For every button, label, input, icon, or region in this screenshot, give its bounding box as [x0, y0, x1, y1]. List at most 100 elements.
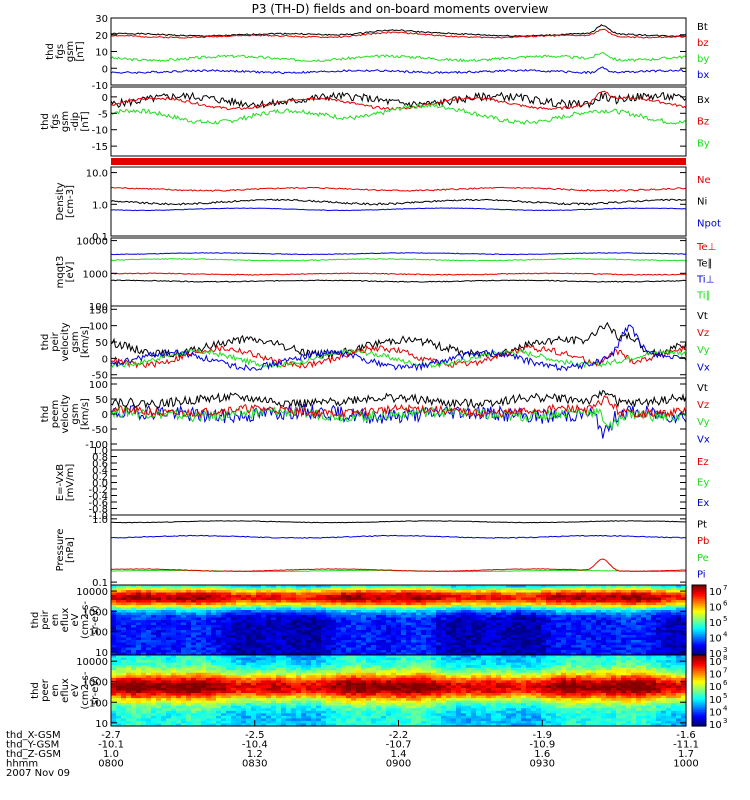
spectrogram-cell [271, 602, 277, 606]
spectrogram-cell [236, 657, 242, 661]
spectrogram-cell [331, 607, 337, 611]
spectrogram-cell [306, 695, 312, 699]
spectrogram-cell [276, 635, 282, 639]
spectrogram-cell [246, 652, 252, 656]
spectrogram-cell [471, 600, 477, 604]
spectrogram-cell [371, 667, 377, 671]
spectrogram-cell [391, 635, 397, 639]
spectrogram-cell [306, 672, 312, 676]
spectrogram-cell [501, 612, 507, 616]
spectrogram-cell [206, 713, 212, 717]
y-axis-label: Pressure [55, 529, 66, 572]
spectrogram-cell [226, 705, 232, 709]
spectrogram-cell [131, 655, 137, 659]
spectrogram-cell [491, 592, 497, 596]
spectrogram-cell [501, 652, 507, 656]
spectrogram-cell [681, 612, 687, 616]
spectrogram-cell [606, 610, 612, 614]
spectrogram-cell [126, 662, 132, 666]
spectrogram-cell [226, 635, 232, 639]
spectrogram-cell [681, 607, 687, 611]
spectrogram-cell [666, 622, 672, 626]
spectrogram-cell [396, 585, 402, 589]
spectrogram-cell [366, 705, 372, 709]
spectrogram-cell [116, 605, 122, 609]
spectrogram-cell [416, 652, 422, 656]
spectrogram-cell [436, 605, 442, 609]
spectrogram-cell [451, 592, 457, 596]
spectrogram-cell [416, 615, 422, 619]
spectrogram-cell [461, 597, 467, 601]
spectrogram-cell [121, 595, 127, 599]
spectrogram-cell [111, 685, 117, 689]
spectrogram-cell [561, 642, 567, 646]
spectrogram-cell [311, 632, 317, 636]
spectrogram-cell [556, 600, 562, 604]
spectrogram-cell [141, 635, 147, 639]
spectrogram-cell [336, 698, 342, 702]
spectrogram-cell [336, 630, 342, 634]
spectrogram-cell [431, 650, 437, 654]
spectrogram-cell [311, 630, 317, 634]
spectrogram-cell [211, 637, 217, 641]
spectrogram-cell [366, 610, 372, 614]
spectrogram-cell [361, 642, 367, 646]
spectrogram-cell [406, 585, 412, 589]
spectrogram-cell [496, 627, 502, 631]
spectrogram-cell [596, 605, 602, 609]
spectrogram-cell [206, 667, 212, 671]
spectrogram-cell [636, 637, 642, 641]
spectrogram-cell [421, 630, 427, 634]
spectrogram-cell [171, 693, 177, 697]
spectrogram-cell [421, 595, 427, 599]
spectrogram-cell [651, 592, 657, 596]
spectrogram-cell [581, 625, 587, 629]
spectrogram-cell [636, 620, 642, 624]
spectrogram-cell [526, 627, 532, 631]
spectrogram-cell [251, 677, 257, 681]
spectrogram-cell [171, 620, 177, 624]
spectrogram-cell [596, 630, 602, 634]
spectrogram-cell [201, 622, 207, 626]
spectrogram-cell [656, 585, 662, 589]
spectrogram-cell [611, 615, 617, 619]
legend-e-vxb-2: Ex [697, 498, 709, 509]
spectrogram-cell [516, 600, 522, 604]
spectrogram-cell [616, 602, 622, 606]
spectrogram-cell [201, 650, 207, 654]
spectrogram-cell [306, 587, 312, 591]
spectrogram-cell [246, 693, 252, 697]
spectrogram-cell [241, 592, 247, 596]
spectrogram-cell [126, 610, 132, 614]
spectrogram-cell [661, 652, 667, 656]
spectrogram-cell [681, 585, 687, 589]
spectrogram-cell [341, 620, 347, 624]
legend-peem-velocity-2: Vy [697, 417, 710, 428]
spectrogram-cell [376, 620, 382, 624]
spectrogram-cell [391, 632, 397, 636]
spectrogram-cell [631, 610, 637, 614]
spectrogram-cell [216, 693, 222, 697]
spectrogram-cell [361, 647, 367, 651]
spectrogram-cell [281, 615, 287, 619]
spectrogram-cell [446, 630, 452, 634]
spectrogram-cell [371, 587, 377, 591]
spectrogram-cell [636, 602, 642, 606]
spectrogram-cell [596, 650, 602, 654]
spectrogram-cell [261, 617, 267, 621]
spectrogram-cell [306, 620, 312, 624]
spectrogram-cell [136, 682, 142, 687]
spectrogram-cell [156, 632, 162, 636]
spectrogram-cell [511, 652, 517, 656]
spectrogram-cell [681, 602, 687, 606]
spectrogram-cell [221, 642, 227, 646]
spectrogram-cell [401, 595, 407, 599]
spectrogram-cell [511, 615, 517, 619]
spectrogram-cell [306, 698, 312, 702]
spectrogram-cell [166, 612, 172, 616]
spectrogram-cell [471, 595, 477, 599]
spectrogram-cell [481, 607, 487, 611]
spectrogram-cell [286, 665, 292, 669]
spectrogram-cell [346, 698, 352, 702]
spectrogram-cell [496, 652, 502, 656]
